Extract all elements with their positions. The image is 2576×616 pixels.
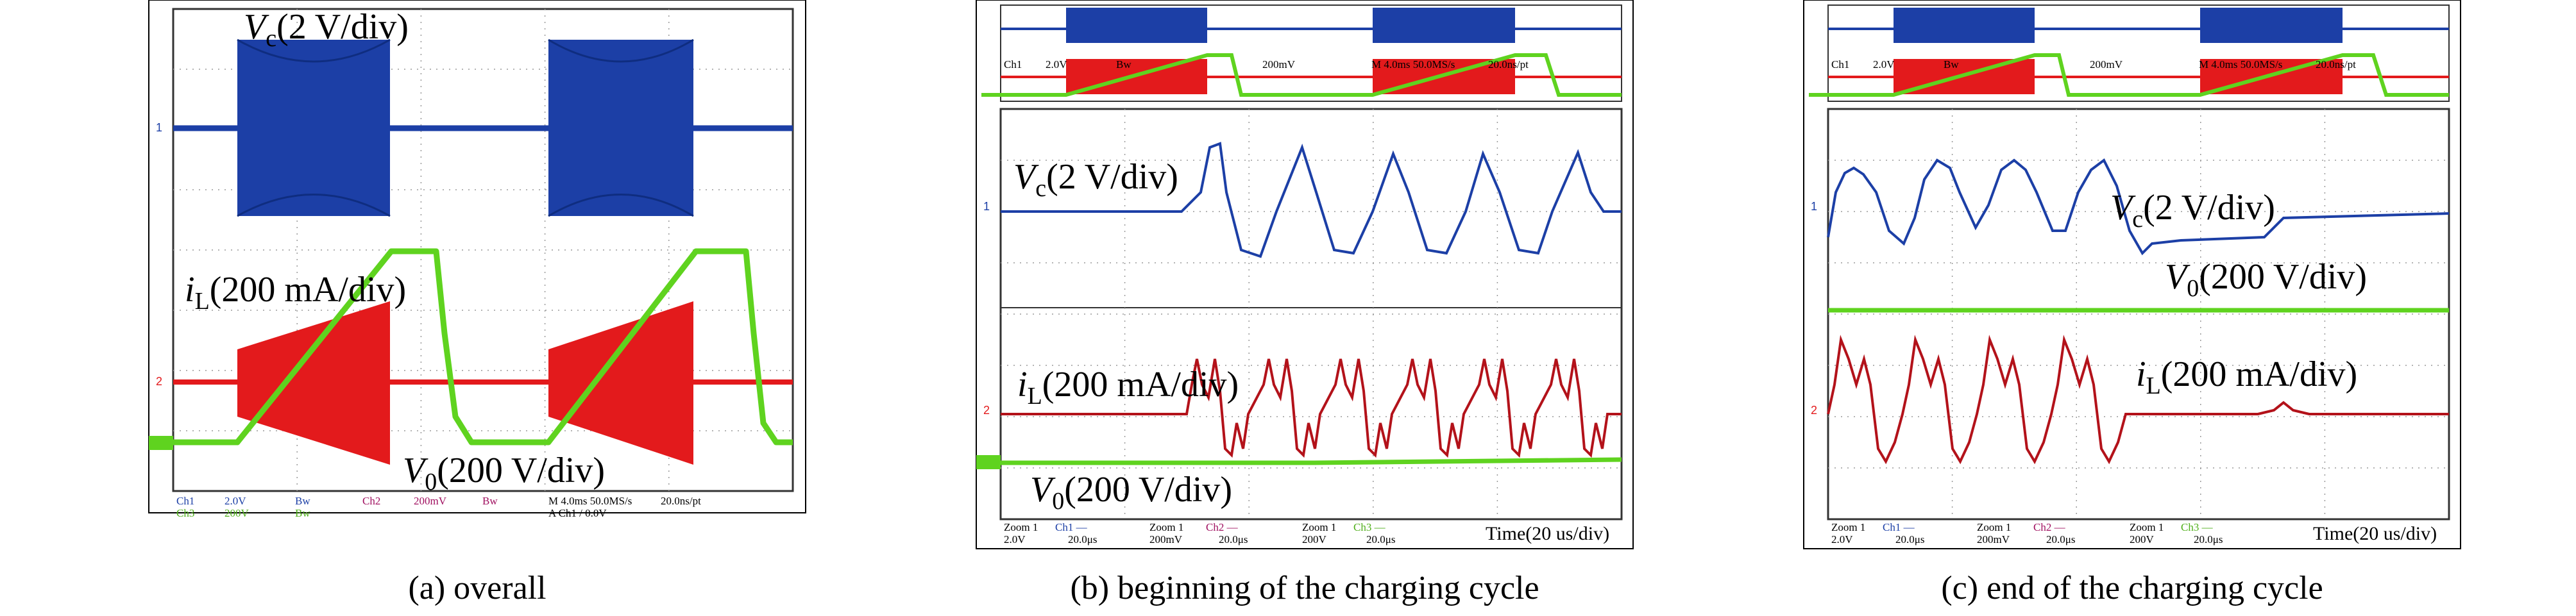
svg-text:2.0V: 2.0V — [1831, 533, 1853, 545]
svg-text:Bw: Bw — [482, 495, 498, 507]
svg-text:Ch1: Ch1 — [176, 495, 194, 507]
svg-text:200mV: 200mV — [1149, 533, 1183, 545]
svg-text:Ch1 —: Ch1 — — [1055, 521, 1088, 533]
grid-c — [1828, 109, 2449, 519]
footer-b: Zoom 1 2.0V Ch1 — 20.0μs Zoom 1 200mV Ch… — [1004, 521, 1395, 545]
panel-a: 1 2 Vc(2 V/div) iL(200 mA/div) V0(200 V/… — [148, 0, 806, 606]
il-trace-a — [173, 301, 793, 465]
svg-text:200V: 200V — [2130, 533, 2155, 545]
vc-label-a: Vc(2 V/div) — [244, 7, 409, 52]
svg-text:Zoom 1: Zoom 1 — [1977, 521, 2011, 533]
svg-text:M 4.0ms 50.0MS/s: M 4.0ms 50.0MS/s — [1371, 58, 1455, 71]
vc-trace-a — [173, 38, 793, 217]
svg-text:200mV: 200mV — [414, 495, 447, 507]
svg-text:20.0ns/pt: 20.0ns/pt — [1488, 58, 1529, 71]
svg-text:20.0μs: 20.0μs — [1068, 533, 1097, 545]
panel-c: Ch1 2.0V Bw 200mV M 4.0ms 50.0MS/s 20.0n… — [1803, 0, 2461, 606]
svg-text:Bw: Bw — [295, 495, 310, 507]
time-label-b: Time(20 us/div) — [1486, 523, 1609, 544]
svg-text:200V: 200V — [1302, 533, 1327, 545]
svg-text:Zoom 1: Zoom 1 — [1302, 521, 1336, 533]
svg-text:2.0V: 2.0V — [1004, 533, 1026, 545]
svg-text:20.0ns/pt: 20.0ns/pt — [2316, 58, 2356, 71]
svg-text:Bw: Bw — [1944, 58, 1959, 71]
svg-text:M 4.0ms 50.0MS/s: M 4.0ms 50.0MS/s — [548, 495, 632, 507]
v0-trace-b — [981, 457, 1622, 465]
v0-label-c: V0(200 V/div) — [2165, 257, 2367, 302]
svg-text:20.0ns/pt: 20.0ns/pt — [661, 495, 701, 507]
v0-label-a: V0(200 V/div) — [403, 451, 605, 495]
svg-text:Zoom 1: Zoom 1 — [1149, 521, 1183, 533]
svg-text:20.0μs: 20.0μs — [2194, 533, 2223, 545]
svg-text:A Ch1 / 0.0V: A Ch1 / 0.0V — [548, 507, 607, 519]
caption-a: (a) overall — [408, 570, 546, 606]
svg-text:200V: 200V — [225, 507, 250, 519]
svg-text:Ch2: Ch2 — [362, 495, 380, 507]
ch1-marker-b: 1 — [983, 200, 990, 213]
caption-b: (b) beginning of the charging cycle — [1070, 570, 1539, 606]
il-trace-c — [1827, 335, 2449, 465]
ch3-marker-a — [149, 436, 173, 450]
svg-text:Zoom 1: Zoom 1 — [1004, 521, 1038, 533]
svg-text:Ch3 —: Ch3 — — [1353, 521, 1386, 533]
svg-text:Ch1: Ch1 — [1831, 58, 1849, 71]
il-trace-b — [1001, 358, 1622, 458]
ch2-marker-b: 2 — [983, 404, 990, 417]
vc-trace-b — [1001, 142, 1622, 258]
svg-text:2.0V: 2.0V — [225, 495, 246, 507]
plot-frame-c — [1827, 108, 2450, 520]
svg-text:M 4.0ms 50.0MS/s: M 4.0ms 50.0MS/s — [2199, 58, 2282, 71]
v0-trace-a — [154, 248, 793, 445]
caption-c: (c) end of the charging cycle — [1941, 570, 2323, 606]
ch2-marker-c: 2 — [1811, 404, 1817, 417]
footer-c: Zoom 1 2.0V Ch1 — 20.0μs Zoom 1 200mV Ch… — [1831, 521, 2223, 545]
svg-text:Bw: Bw — [295, 507, 310, 519]
vc-label-b: Vc(2 V/div) — [1013, 157, 1178, 202]
svg-text:Bw: Bw — [1116, 58, 1131, 71]
svg-text:Ch3: Ch3 — [176, 507, 194, 519]
svg-text:2.0V: 2.0V — [1046, 58, 1067, 71]
svg-text:Zoom 1: Zoom 1 — [1831, 521, 1865, 533]
ch2-marker-a: 2 — [156, 375, 162, 388]
il-label-b: iL(200 mA/div) — [1017, 365, 1239, 410]
svg-text:Ch2 —: Ch2 — — [2033, 521, 2066, 533]
svg-text:20.0μs: 20.0μs — [1895, 533, 1924, 545]
svg-text:Zoom 1: Zoom 1 — [2130, 521, 2164, 533]
svg-text:Ch2 —: Ch2 — — [1206, 521, 1239, 533]
svg-text:2.0V: 2.0V — [1873, 58, 1895, 71]
time-label-c: Time(20 us/div) — [2313, 523, 2437, 544]
vc-trace-c — [1827, 158, 2450, 256]
il-label-a: iL(200 mA/div) — [185, 270, 406, 315]
v0-label-b: V0(200 V/div) — [1030, 470, 1232, 515]
panel-b: Ch1 2.0V Bw 200mV M 4.0ms 50.0MS/s 20.0n… — [976, 0, 1634, 606]
svg-text:200mV: 200mV — [1262, 58, 1296, 71]
footer-a: Ch1 2.0V Bw Ch2 200mV Bw Ch3 200V Bw M 4… — [176, 495, 701, 519]
svg-text:Ch1: Ch1 — [1004, 58, 1022, 71]
svg-text:20.0μs: 20.0μs — [1219, 533, 1248, 545]
svg-text:200mV: 200mV — [2090, 58, 2123, 71]
ch1-marker-a: 1 — [156, 121, 162, 134]
svg-text:20.0μs: 20.0μs — [2046, 533, 2075, 545]
ch1-marker-c: 1 — [1811, 200, 1817, 213]
svg-text:Ch1 —: Ch1 — — [1883, 521, 1915, 533]
vc-label-c: Vc(2 V/div) — [2110, 188, 2275, 233]
svg-text:20.0μs: 20.0μs — [1366, 533, 1395, 545]
svg-text:Ch3 —: Ch3 — — [2181, 521, 2214, 533]
svg-text:200mV: 200mV — [1977, 533, 2010, 545]
il-label-c: iL(200 mA/div) — [2136, 354, 2357, 399]
